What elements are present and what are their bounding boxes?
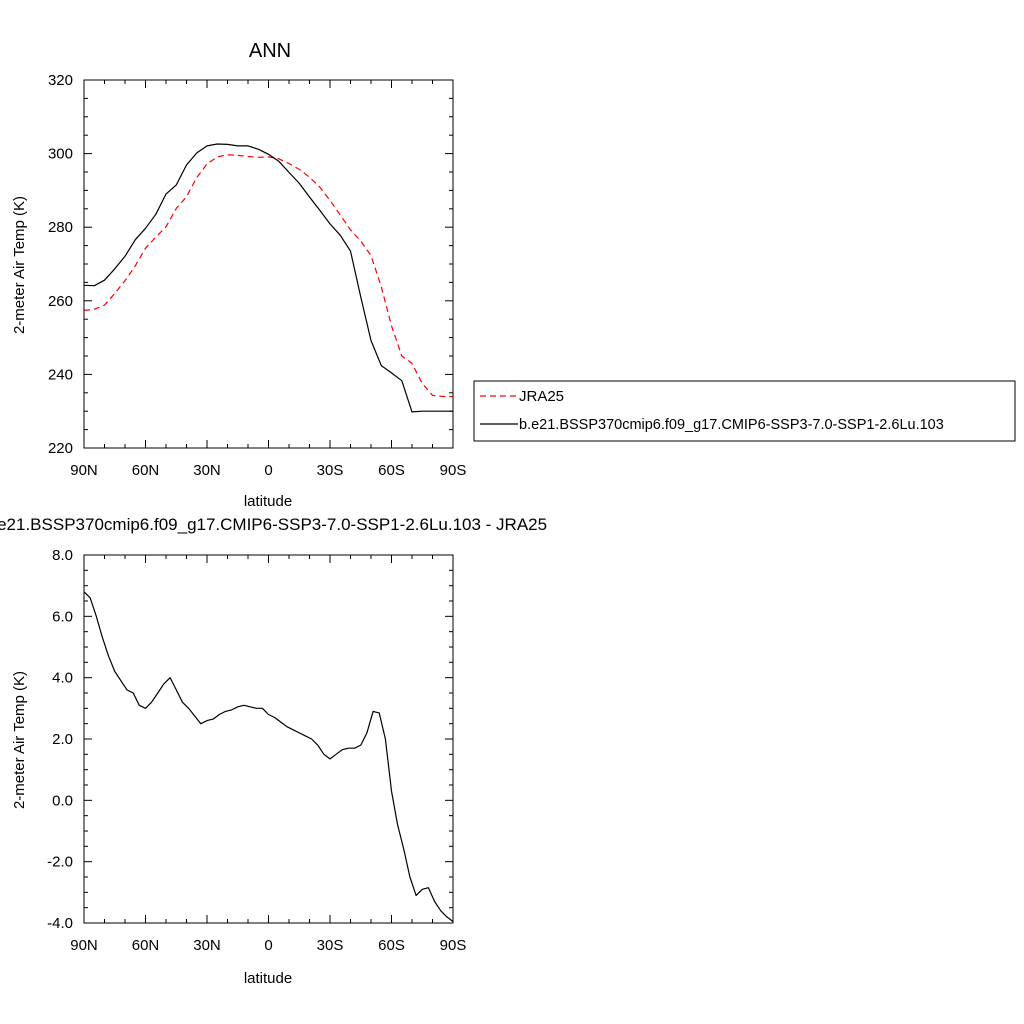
bottom-plot-frame xyxy=(83,554,454,924)
bottom-x-tick-label: 30N xyxy=(193,937,221,954)
bottom-x-axis-label: latitude xyxy=(244,970,292,987)
bottom-y-tick-label: -2.0 xyxy=(47,854,73,871)
bottom-x-tick-label: 90N xyxy=(70,937,98,954)
bottom-x-tick-label: 0 xyxy=(264,937,272,954)
legend-label-model: b.e21.BSSP370cmip6.f09_g17.CMIP6-SSP3-7.… xyxy=(519,417,944,433)
bottom-chart-title: b.e21.BSSP370cmip6.f09_g17.CMIP6-SSP3-7.… xyxy=(0,515,547,534)
top-series-line-0 xyxy=(83,154,453,398)
top-x-tick-label: 90N xyxy=(70,462,98,479)
bottom-x-tick-label: 30S xyxy=(317,937,344,954)
bottom-y-tick-label: 4.0 xyxy=(52,670,73,687)
bottom-y-tick-label: 0.0 xyxy=(52,792,73,809)
top-y-axis-label: 2-meter Air Temp (K) xyxy=(11,196,28,334)
top-x-tick-label: 90S xyxy=(440,462,467,479)
bottom-axis-ticks: 90N 60N 30N 0 30S 60S 90S -4.0 -2.0 0.0 2.0 4.0 6.0 8… xyxy=(47,547,466,954)
bottom-panel: b.e21.BSSP370cmip6.f09_g17.CMIP6-SSP3-7.… xyxy=(0,515,547,987)
top-y-tick-label: 300 xyxy=(48,146,73,163)
top-x-tick-label: 60S xyxy=(378,462,405,479)
bottom-y-axis-label: 2-meter Air Temp (K) xyxy=(11,671,28,809)
bottom-x-tick-label: 60N xyxy=(132,937,160,954)
top-x-tick-label: 30N xyxy=(193,462,221,479)
top-x-axis-label: latitude xyxy=(244,493,292,510)
legend-label-jra25: JRA25 xyxy=(519,388,564,405)
top-chart-title: ANN xyxy=(249,40,291,62)
bottom-y-tick-label: 6.0 xyxy=(52,608,73,625)
top-y-tick-label: 280 xyxy=(48,219,73,236)
bottom-y-tick-label: 2.0 xyxy=(52,731,73,748)
bottom-y-tick-label: 8.0 xyxy=(52,547,73,564)
bottom-y-tick-label: -4.0 xyxy=(47,915,73,932)
top-series-group xyxy=(83,143,453,413)
top-y-tick-label: 240 xyxy=(48,366,73,383)
top-y-tick-label: 220 xyxy=(48,440,73,457)
top-x-tick-label: 30S xyxy=(317,462,344,479)
top-x-tick-label: 60N xyxy=(132,462,160,479)
bottom-x-tick-label: 90S xyxy=(440,937,467,954)
top-panel: ANN 2-meter Air Temp (K) latitude 90N 60N… xyxy=(11,40,466,510)
legend: JRA25 b.e21.BSSP370cmip6.f09_g17.CMIP6-S… xyxy=(473,380,1016,442)
top-y-tick-label: 320 xyxy=(48,72,73,89)
top-x-tick-label: 0 xyxy=(264,462,272,479)
top-y-tick-label: 260 xyxy=(48,293,73,310)
top-plot-frame xyxy=(83,79,454,449)
legend-box xyxy=(473,380,1016,442)
top-series-line-1 xyxy=(83,143,453,413)
top-axis-ticks: 90N 60N 30N 0 30S 60S 90S 220 240 260 280 300 320 xyxy=(48,72,466,479)
bottom-series-group xyxy=(83,591,454,922)
bottom-x-tick-label: 60S xyxy=(378,937,405,954)
bottom-series-line-0 xyxy=(83,591,454,922)
